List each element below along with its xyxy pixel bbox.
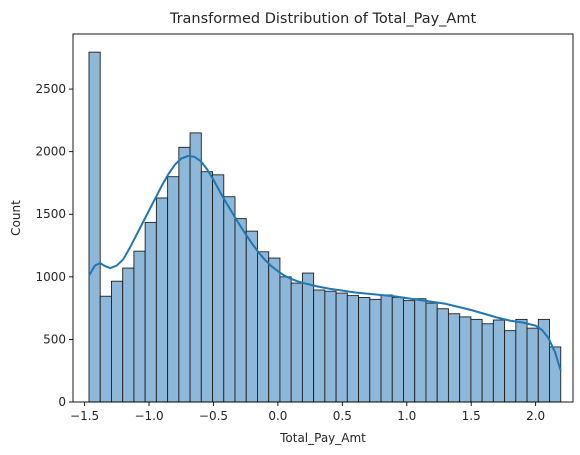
histogram-bar (144, 221, 157, 403)
histogram-bar (212, 174, 225, 403)
histogram-bar (234, 218, 247, 403)
histogram-bar (526, 327, 539, 403)
kde-curve (88, 155, 562, 372)
histogram-bar (279, 276, 292, 403)
histogram-bar (301, 272, 315, 403)
y-tick-label: 1500 (35, 207, 66, 221)
histogram-bar (324, 290, 337, 403)
histogram-bar (167, 176, 180, 403)
histogram-bar (88, 51, 101, 403)
y-tick-label: 2000 (35, 145, 66, 159)
histogram-bar (178, 146, 191, 403)
histogram-bar (425, 302, 438, 403)
histogram-bar (459, 316, 472, 403)
x-axis-label: Total_Pay_Amt (279, 431, 366, 445)
histogram-bar (492, 319, 506, 403)
y-tick-label: 2500 (35, 82, 66, 96)
x-tick-label: 0.5 (333, 409, 352, 423)
plot-frame (72, 33, 574, 403)
y-tick-label: 1000 (35, 270, 66, 284)
x-tick-label: 1.5 (462, 409, 481, 423)
y-tick-label: 0 (58, 395, 66, 409)
histogram-bar (436, 308, 449, 403)
x-tick-label: −1.5 (70, 409, 99, 423)
histogram-bar (414, 298, 427, 403)
histogram-bar (481, 323, 494, 403)
histogram-bars (88, 51, 562, 403)
x-tick-label: 2.0 (526, 409, 545, 423)
histogram-bar (504, 330, 517, 403)
histogram-bar (515, 318, 528, 403)
histogram-bar (99, 295, 112, 403)
x-tick-label: −1.0 (134, 409, 163, 423)
x-tick-label: −0.5 (199, 409, 228, 423)
histogram-bar (358, 297, 371, 403)
y-axis: 0 500 1000 1500 2000 2500 (35, 82, 73, 409)
y-tick-label: 500 (43, 332, 66, 346)
histogram-bar (122, 267, 135, 403)
histogram-bar (447, 313, 461, 403)
histogram-bar (189, 132, 202, 403)
histogram-bar (346, 295, 360, 403)
x-tick-label: 0.0 (268, 409, 287, 423)
x-tick-label: 1.0 (397, 409, 416, 423)
histogram-bar (110, 280, 124, 403)
histogram-bar (335, 292, 348, 403)
histogram-bar (313, 289, 326, 403)
histogram-bar (155, 197, 169, 403)
histogram-bar (268, 257, 281, 403)
histogram-bar (133, 250, 146, 403)
histogram-bar (223, 196, 236, 403)
histogram-bar (369, 298, 382, 403)
histogram-bar (403, 300, 416, 403)
histogram-bar (200, 171, 213, 403)
chart-title: Transformed Distribution of Total_Pay_Am… (169, 11, 477, 27)
histogram-bar (245, 230, 258, 403)
histogram-bar (380, 294, 393, 403)
y-axis-label: Count (9, 200, 23, 236)
histogram-bar (391, 297, 404, 403)
histogram-bar (470, 318, 483, 403)
x-axis: −1.5 −1.0 −0.5 0.0 0.5 1.0 1.5 2.0 (70, 402, 545, 423)
histogram-bar (290, 282, 303, 403)
histogram-bar (257, 251, 270, 403)
